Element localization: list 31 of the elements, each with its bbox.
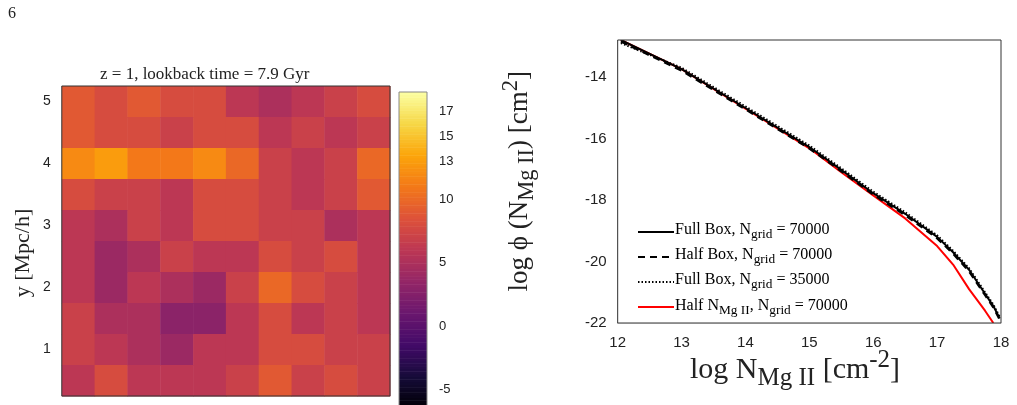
y-tick-label: 2	[42, 278, 51, 295]
y-tick-label: -18	[584, 190, 607, 208]
y-tick-label: 4	[42, 154, 51, 171]
color-bar-label: 10	[439, 191, 454, 207]
color-bar-label: 15	[439, 127, 454, 143]
color-bar-label: 0	[439, 317, 447, 333]
x-tick-label: 17	[928, 333, 946, 351]
y-tick-label: 3	[42, 216, 51, 233]
x-tick-label: 15	[801, 333, 818, 351]
legend-label: Half N$_{Mg II}$, N$_{grid}$ = 70000	[675, 294, 848, 319]
color-bar-label: 17	[439, 102, 454, 118]
color-bar-label: -5	[439, 380, 451, 396]
color-bar-label: 13	[439, 153, 454, 169]
y-tick-label: 5	[42, 92, 51, 109]
legend-label: Full Box, N$_{grid}$ = 35000	[675, 269, 830, 294]
x-tick-label: 12	[609, 333, 627, 351]
x-tick-label: 16	[864, 333, 882, 351]
x-tick-label: 18	[992, 333, 1010, 351]
color-bar-label: 5	[439, 254, 447, 270]
text: 6	[8, 4, 16, 22]
x-tick-label: 13	[673, 333, 690, 351]
y-tick-label: 1	[42, 340, 51, 357]
x-tick-label: 14	[737, 333, 754, 351]
y-tick-label: -20	[584, 251, 607, 269]
y-tick-label: -22	[584, 313, 607, 331]
legend-label: Half Box, N$_{grid}$ = 70000	[675, 244, 833, 269]
chart-title: z = 1, lookback time = 7.9 Gyr	[100, 64, 310, 84]
legend-label: Full Box, N$_{grid}$ = 70000	[675, 219, 830, 244]
y-axis-title: y [Mpc/h]	[9, 208, 36, 298]
y-tick-label: -14	[584, 67, 607, 85]
y-tick-label: -16	[584, 128, 607, 146]
